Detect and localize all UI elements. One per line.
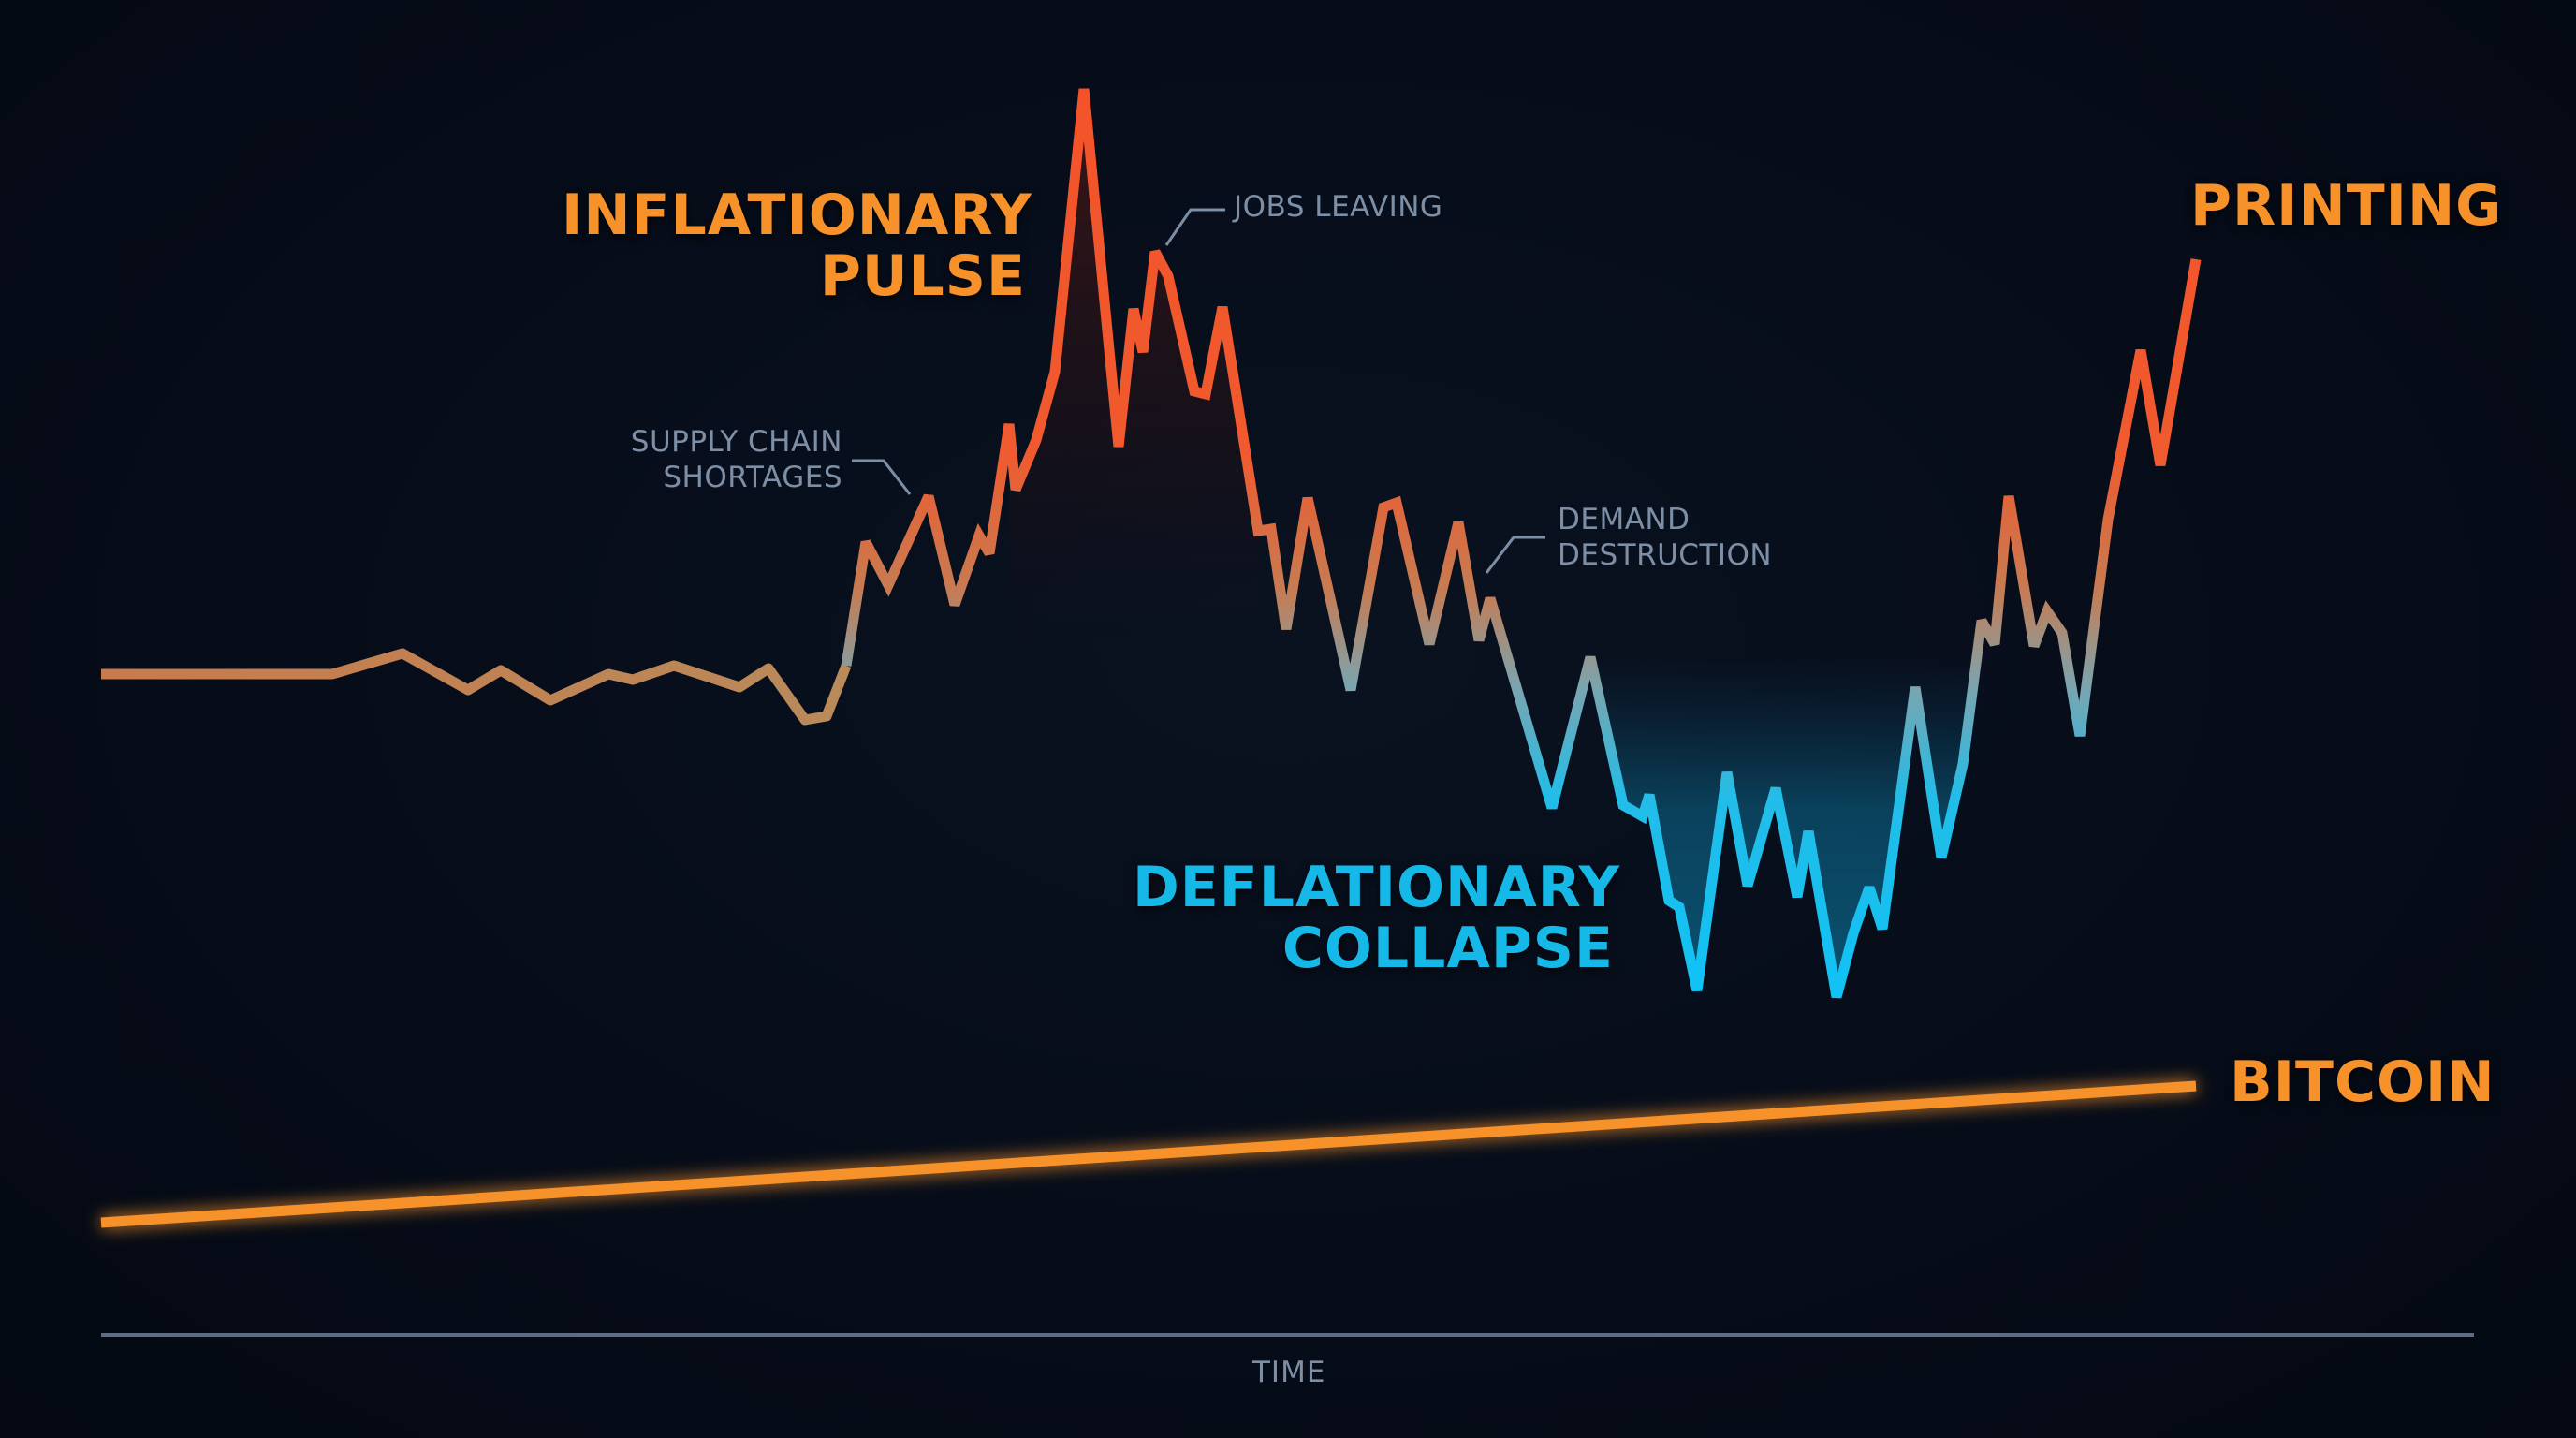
demand-destruction-line1: DEMAND	[1558, 503, 1690, 536]
deflationary-label-line1: DEFLATIONARY	[1133, 855, 1621, 920]
deflationary-label-line2: COLLAPSE	[1281, 915, 1614, 981]
inflationary-label-line2: PULSE	[819, 242, 1026, 309]
printing-label: PRINTING	[2190, 173, 2503, 239]
demand-destruction-annotation: DEMAND DESTRUCTION	[1558, 503, 1772, 574]
supply-chain-annotation: SUPPLY CHAIN SHORTAGES	[580, 425, 842, 496]
demand-destruction-leader-line	[1485, 536, 1545, 574]
jobs-leaving-annotation: JOBS LEAVING	[1234, 190, 1443, 224]
deflationary-collapse-label: DEFLATIONARY COLLAPSE	[1133, 855, 1621, 981]
supply-chain-leader-line	[852, 459, 912, 495]
inflation-area-fill	[1009, 89, 1258, 655]
bitcoin-line	[100, 1080, 2197, 1228]
inflationary-pulse-label: INFLATIONARY PULSE	[562, 183, 1032, 309]
fiat-line-volatile	[841, 88, 2202, 999]
supply-chain-line1: SUPPLY CHAIN	[630, 425, 842, 459]
supply-chain-line2: SHORTAGES	[663, 460, 842, 494]
fiat-line-stable	[101, 648, 852, 726]
x-axis-label: TIME	[1252, 1356, 1326, 1389]
jobs-leaving-leader-line	[1164, 208, 1225, 246]
demand-destruction-line2: DESTRUCTION	[1558, 537, 1773, 572]
bitcoin-label: BITCOIN	[2230, 1049, 2496, 1115]
inflationary-label-line1: INFLATIONARY	[562, 183, 1032, 248]
